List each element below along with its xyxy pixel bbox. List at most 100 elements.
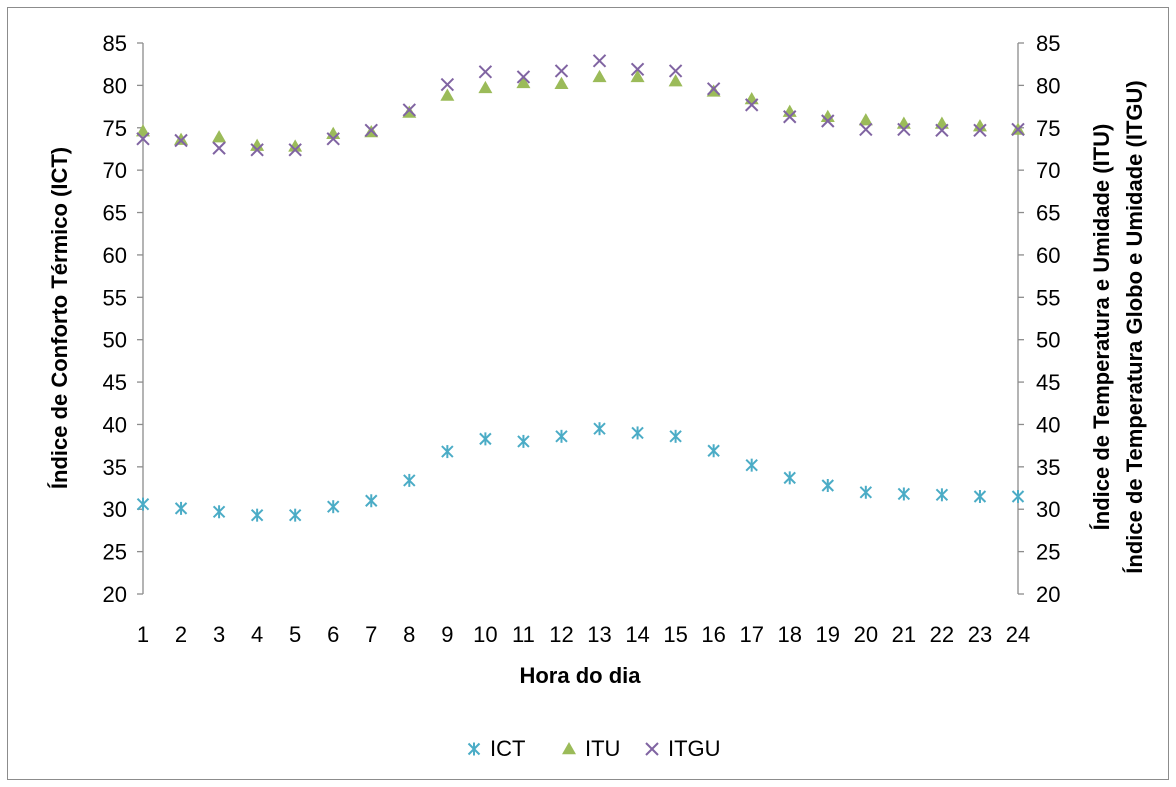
data-point-itu xyxy=(250,138,265,151)
data-point-ict xyxy=(897,487,911,501)
x-tick-label: 11 xyxy=(512,622,535,647)
legend-itu-marker xyxy=(562,742,576,755)
data-point-ict xyxy=(288,508,302,522)
data-point-itu xyxy=(744,91,759,105)
right-tick-label: 20 xyxy=(1036,582,1060,607)
left-tick-label: 85 xyxy=(103,31,127,56)
data-point-ict xyxy=(212,505,226,519)
x-tick-label: 24 xyxy=(1006,622,1030,647)
data-point-itgu xyxy=(402,103,417,117)
data-point-ict xyxy=(631,426,644,440)
right-tick-label: 45 xyxy=(1036,370,1060,395)
data-points xyxy=(136,54,1025,522)
right-axis-title-itgu: Índice de Temperatura Globo e Umidade (I… xyxy=(1122,80,1147,573)
x-tick-label: 4 xyxy=(251,622,263,647)
data-point-itgu xyxy=(440,77,455,92)
x-tick-label: 7 xyxy=(365,622,377,647)
x-tick-label: 13 xyxy=(587,622,611,647)
data-point-ict xyxy=(973,490,987,504)
data-point-ict xyxy=(1011,490,1025,504)
data-point-itgu xyxy=(326,132,340,146)
right-tick-label: 40 xyxy=(1036,412,1060,437)
data-point-ict xyxy=(136,497,150,511)
right-tick-label: 35 xyxy=(1036,455,1060,480)
legend-ict-marker xyxy=(467,742,481,756)
series-itu xyxy=(136,69,1025,152)
x-tick-label: 8 xyxy=(403,622,415,647)
data-point-itgu xyxy=(592,54,607,68)
data-point-itu xyxy=(934,116,949,129)
data-point-itu xyxy=(440,88,455,101)
data-point-itu xyxy=(630,69,645,83)
data-point-ict xyxy=(517,434,530,448)
left-tick-label: 65 xyxy=(103,201,127,226)
data-point-itu xyxy=(212,130,227,143)
data-point-ict xyxy=(250,508,264,522)
legend-ict-label: ICT xyxy=(490,736,525,761)
x-tick-label: 17 xyxy=(739,622,763,647)
data-point-itgu xyxy=(668,64,683,78)
x-tick-label: 2 xyxy=(175,622,187,647)
x-tick-label: 3 xyxy=(213,622,225,647)
right-tick-label: 25 xyxy=(1036,540,1060,565)
data-point-itgu xyxy=(897,122,911,137)
data-point-itu xyxy=(668,74,683,87)
data-point-itgu xyxy=(859,122,873,137)
data-point-ict xyxy=(821,478,834,492)
x-tick-label: 15 xyxy=(663,622,687,647)
data-point-itgu xyxy=(250,143,264,157)
data-point-itgu xyxy=(973,123,987,138)
left-tick-label: 60 xyxy=(103,243,127,268)
data-point-itgu xyxy=(212,141,226,155)
left-tick-label: 80 xyxy=(103,73,127,98)
data-point-ict xyxy=(441,445,454,459)
data-point-itgu xyxy=(744,98,759,112)
legend-itu-symbol xyxy=(562,742,576,755)
right-tick-label: 60 xyxy=(1036,243,1060,268)
x-ticks: 1 2 3 4 5 6 7 8 9 10 11 12 13 14 15 16 17 18 19 20 21 22 23 24 xyxy=(137,622,1030,647)
data-point-itgu xyxy=(174,133,188,148)
right-tick-label: 65 xyxy=(1036,201,1060,226)
left-tick-label: 25 xyxy=(103,540,127,565)
data-point-itgu xyxy=(706,82,721,96)
data-point-itgu xyxy=(783,110,797,124)
data-point-ict xyxy=(479,432,492,446)
data-point-itu xyxy=(858,113,873,126)
left-tick-label: 30 xyxy=(103,497,127,522)
data-point-itu xyxy=(592,69,607,83)
x-tick-label: 20 xyxy=(854,622,878,647)
left-axis-title: Índice de Conforto Térmico (ICT) xyxy=(47,147,72,489)
data-point-itu xyxy=(478,80,493,94)
data-point-ict xyxy=(174,501,188,515)
left-tick-label: 55 xyxy=(103,285,127,310)
x-tick-label: 18 xyxy=(777,622,801,647)
left-tick-label: 70 xyxy=(103,158,127,183)
data-point-ict xyxy=(555,429,568,443)
legend-itu-label: ITU xyxy=(585,736,620,761)
right-axis-title-itu: Índice de Temperatura e Umidade (ITU) xyxy=(1089,124,1114,531)
x-tick-label: 9 xyxy=(441,622,453,647)
legend-ict-symbol xyxy=(467,742,481,756)
left-y-ticks: 20 25 30 35 40 45 50 55 60 65 70 75 80 85 xyxy=(103,31,143,607)
data-point-itgu xyxy=(554,64,569,78)
data-point-ict xyxy=(859,485,873,499)
left-tick-label: 45 xyxy=(103,370,127,395)
data-point-itgu xyxy=(288,143,302,157)
data-point-itu xyxy=(136,124,150,137)
data-point-itu xyxy=(896,116,911,129)
x-tick-label: 22 xyxy=(930,622,954,647)
data-point-itgu xyxy=(630,62,645,76)
right-tick-label: 50 xyxy=(1036,328,1060,353)
data-point-itu xyxy=(516,75,531,89)
left-tick-label: 40 xyxy=(103,412,127,437)
x-tick-label: 12 xyxy=(549,622,573,647)
x-tick-label: 5 xyxy=(289,622,301,647)
data-point-itgu xyxy=(136,132,150,146)
data-point-itu xyxy=(820,109,835,122)
data-point-itu xyxy=(174,132,189,145)
x-tick-label: 19 xyxy=(816,622,840,647)
data-point-ict xyxy=(783,471,796,485)
right-tick-label: 80 xyxy=(1036,73,1060,98)
x-tick-label: 16 xyxy=(701,622,725,647)
